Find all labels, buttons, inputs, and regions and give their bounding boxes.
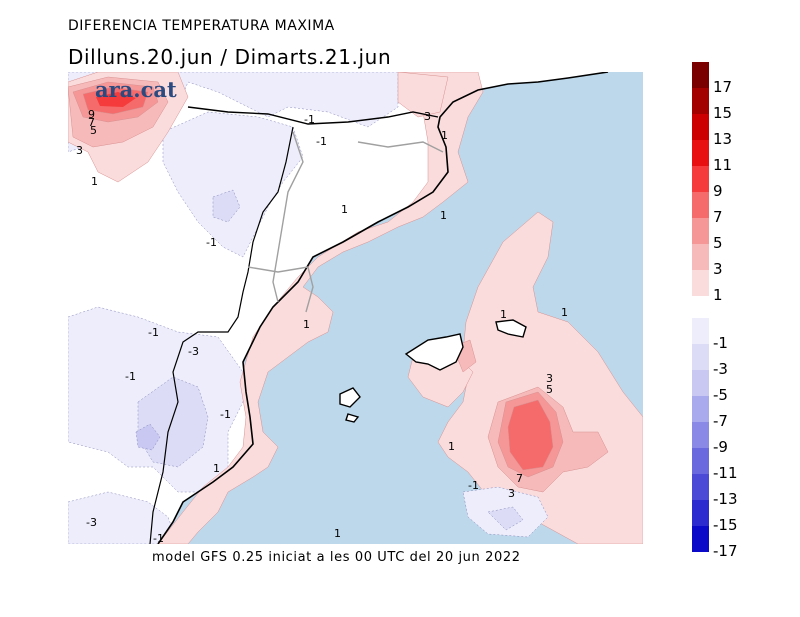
legend-swatch-positive [692,192,709,218]
island-ibiza [339,387,361,408]
province-boundaries [247,131,444,313]
legend-swatch-positive [692,140,709,166]
contour-label: 1 [341,203,348,216]
border-catalonia-aragon [149,126,294,544]
contour-label: 1 [303,318,310,331]
legend-swatch-negative [692,500,709,526]
legend-swatch-positive [692,270,709,296]
legend-swatch-negative [692,318,709,344]
contour-label: 1 [440,209,447,222]
contour-label: -1 [206,236,217,249]
legend-label: -3 [713,360,728,378]
contour-label: 3 [546,372,553,385]
legend-label: 15 [713,104,733,122]
legend-swatch-positive [692,114,709,140]
contour-pos9-northwest [96,92,136,107]
legend-label: -7 [713,412,728,430]
contour-label: 1 [441,129,448,142]
contour-label: -3 [86,516,97,529]
island-mallorca [404,333,464,371]
legend-label: -15 [713,516,738,534]
legend-label: 17 [713,78,733,96]
legend-label: 11 [713,156,733,174]
legend-label: 7 [713,208,723,226]
legend-label: 5 [713,234,723,252]
contour-label: 3 [76,144,83,157]
color-legend: 17 15 13 11 9 7 5 3 1 -1 -3 -5 -7 -9 -11 -13 -15 -17 [692,62,792,562]
contour-labels: 9 7 5 3 1 -1 -1 -1 3 1 1 1 -1 -3 -1 -1 1… [76,108,568,544]
contour-label: 1 [448,440,455,453]
contour-label: -1 [125,370,136,383]
contour-label: -1 [304,113,315,126]
legend-swatch-negative [692,448,709,474]
legend-swatch-negative [692,396,709,422]
island-formentera [345,413,360,423]
legend-swatch-positive [692,88,709,114]
contour-label: 7 [516,472,523,485]
coastline [157,72,609,544]
model-info-footer: model GFS 0.25 iniciat a les 00 UTC del … [152,550,521,565]
contour-label: 1 [500,308,507,321]
legend-label: 9 [713,182,723,200]
contour-neg1-southwest [68,491,179,544]
legend-label: 3 [713,260,723,278]
contour-neg1-pyrenees [162,111,304,258]
contour-label: 1 [91,175,98,188]
contour-label: -3 [188,345,199,358]
contour-label: 3 [424,110,431,123]
legend-label: -1 [713,334,728,352]
legend-swatch-negative [692,422,709,448]
contour-label: 5 [90,124,97,137]
legend-label: -13 [713,490,738,508]
contour-pos7-south [507,399,554,471]
contour-label: -1 [316,135,327,148]
legend-swatch-positive [692,62,709,88]
legend-swatch-positive [692,244,709,270]
legend-swatch-positive [692,166,709,192]
border-france-spain [187,106,439,125]
legend-swatch-negative [692,370,709,396]
contour-neg5-west [135,423,161,451]
ara-cat-logo: ara.cat [95,77,177,102]
contour-label: 5 [546,383,553,396]
contour-label: -1 [148,326,159,339]
temperature-difference-map: ara.cat 9 7 5 3 1 -1 -1 -1 3 1 1 1 -1 -3… [68,72,643,544]
legend-label: -9 [713,438,728,456]
contour-label: 9 [88,108,95,121]
legend-label: -17 [713,542,738,560]
legend-label: -11 [713,464,738,482]
legend-label: 1 [713,286,723,304]
contour-neg3-pyrenees [212,189,241,223]
contour-label: -1 [153,532,164,544]
legend-label: 13 [713,130,733,148]
contour-label: 1 [213,462,220,475]
contour-label: 7 [88,116,95,129]
contour-neg3-south [487,506,524,531]
contour-label: -1 [468,479,479,492]
contour-label: 1 [561,306,568,319]
contour-label: 3 [508,487,515,500]
legend-swatch-positive [692,218,709,244]
legend-swatch-negative [692,474,709,500]
contour-label: 1 [334,527,341,540]
legend-swatch-negative [692,526,709,552]
legend-swatch-negative [692,344,709,370]
island-menorca [495,319,527,338]
map-subtitle: Dilluns.20.jun / Dimarts.21.jun [68,45,392,69]
contour-label: -1 [220,408,231,421]
legend-label: -5 [713,386,728,404]
map-title: DIFERENCIA TEMPERATURA MAXIMA [68,18,335,34]
